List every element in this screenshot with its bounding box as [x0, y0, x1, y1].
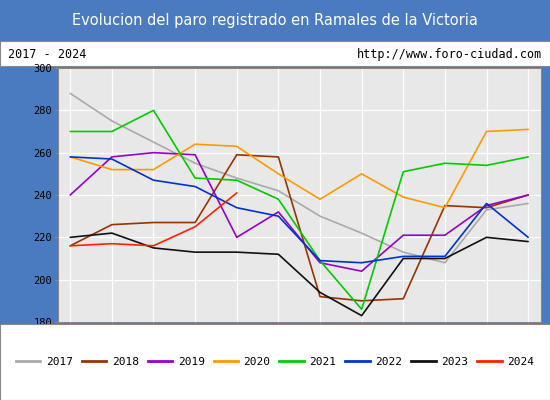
Legend: 2017, 2018, 2019, 2020, 2021, 2022, 2023, 2024: 2017, 2018, 2019, 2020, 2021, 2022, 2023… — [12, 352, 538, 372]
Text: http://www.foro-ciudad.com: http://www.foro-ciudad.com — [356, 48, 542, 61]
Text: Evolucion del paro registrado en Ramales de la Victoria: Evolucion del paro registrado en Ramales… — [72, 13, 478, 28]
Text: 2017 - 2024: 2017 - 2024 — [8, 48, 87, 61]
